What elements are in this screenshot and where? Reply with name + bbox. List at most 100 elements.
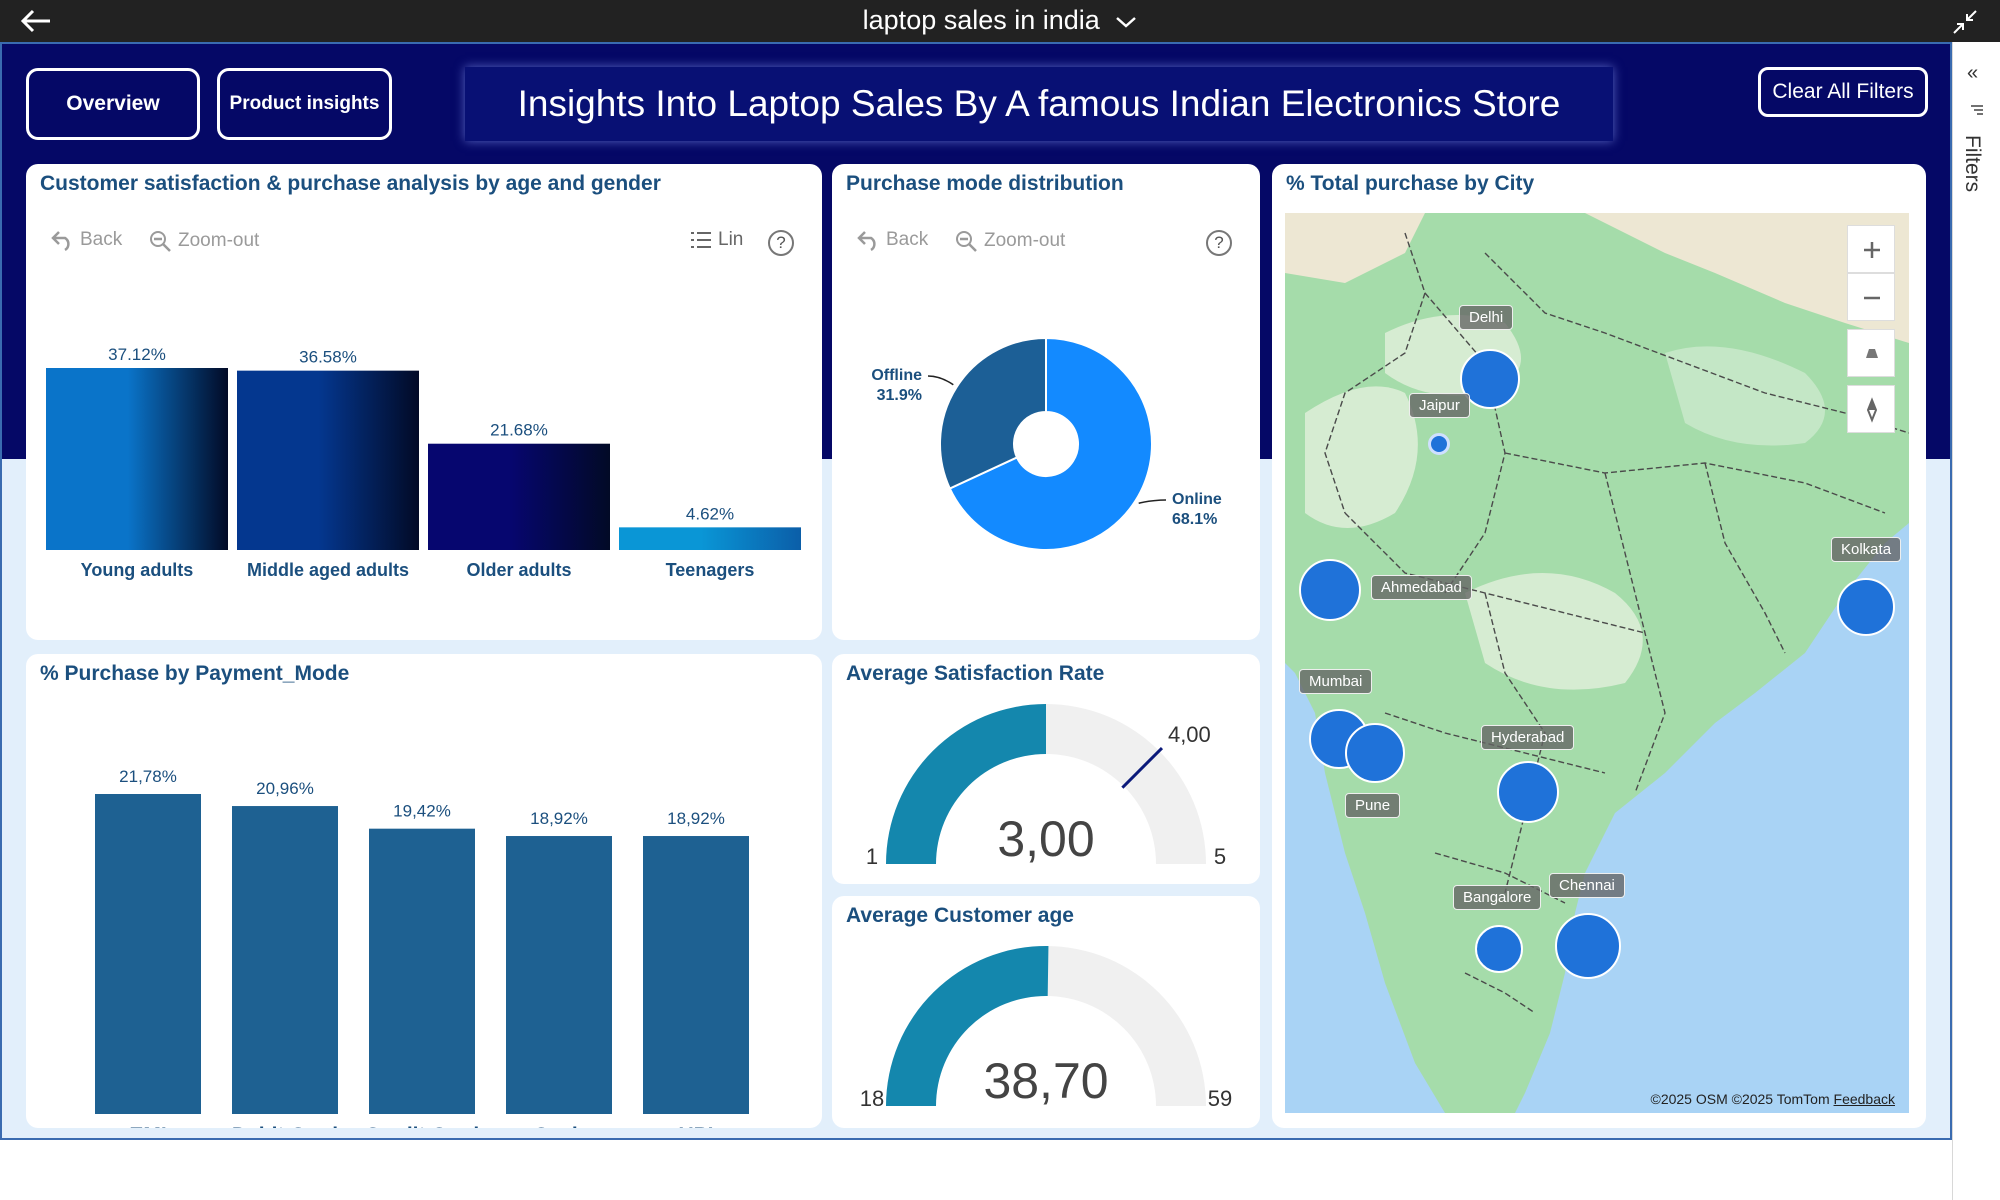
satisfaction-gauge-card: Average Satisfaction Rate 4,00 3,00 1 5	[832, 654, 1260, 884]
map-card-title: % Total purchase by City	[1286, 172, 1535, 195]
bar	[46, 368, 228, 550]
chevron-down-icon	[1116, 16, 1137, 28]
list-icon	[691, 232, 711, 248]
gauge-fill	[886, 704, 1046, 864]
zoom-out-map-button[interactable]	[1847, 273, 1895, 321]
feedback-link[interactable]: Feedback	[1833, 1091, 1895, 1107]
data-label: 20,96%	[256, 779, 314, 798]
back-button[interactable]: Back	[50, 229, 122, 251]
gauge-target-marker	[1121, 746, 1164, 789]
scale-toggle[interactable]: Lin	[690, 229, 743, 251]
city-label: Jaipur	[1409, 393, 1470, 418]
slice-value-label: 68.1%	[1172, 511, 1217, 528]
donut-slice	[948, 336, 1153, 551]
tilt-icon	[1866, 349, 1878, 358]
expand-filters-icon[interactable]: «	[1967, 62, 1979, 84]
back-arrow-icon[interactable]	[18, 6, 54, 36]
undo-arrow-icon	[857, 231, 876, 251]
bar	[643, 836, 749, 1114]
city-label: Chennai	[1549, 873, 1625, 898]
city-bubble-kolkata[interactable]	[1837, 578, 1895, 636]
data-label: 37.12%	[108, 345, 166, 364]
data-label: 19,42%	[393, 802, 451, 821]
product-insights-button[interactable]: Product insights	[217, 68, 392, 140]
banner-title: Insights Into Laptop Sales By A famous I…	[517, 83, 1561, 124]
purchase-mode-card: Purchase mode distribution Back Zoom-out…	[832, 164, 1260, 640]
data-label: 18,92%	[530, 809, 588, 828]
gauge-value: 3,00	[997, 811, 1094, 867]
attribution-text: ©2025 OSM ©2025 TomTom	[1650, 1091, 1830, 1107]
collapse-icon[interactable]	[1952, 9, 1978, 35]
zoom-out-icon	[956, 231, 977, 252]
city-map-card: % Total purchase by City	[1272, 164, 1926, 1128]
category-label: EMI	[129, 1124, 166, 1128]
zoom-out-label: Zoom-out	[984, 230, 1066, 251]
age-card-title: Customer satisfaction & purchase analysi…	[40, 172, 661, 195]
category-label: Credit Card	[365, 1124, 479, 1128]
city-bubble-chennai[interactable]	[1555, 913, 1621, 979]
customer-age-gauge-card: Average Customer age 38,70 18 59	[832, 896, 1260, 1128]
zoom-out-button[interactable]: Zoom-out	[954, 229, 1065, 253]
gauge-value: 38,70	[983, 1053, 1108, 1109]
back-label: Back	[80, 229, 123, 250]
slice-value-label: 31.9%	[877, 387, 922, 404]
zoom-out-label: Zoom-out	[178, 230, 260, 251]
compass-button[interactable]	[1847, 385, 1895, 433]
gauge-max-label: 5	[1214, 844, 1226, 869]
purchase-mode-donut-chart: Online 68.1% Offline 31.9%	[871, 336, 1222, 551]
city-label: Delhi	[1459, 305, 1514, 330]
city-label: Bangalore	[1453, 885, 1542, 910]
city-bubble-pune[interactable]	[1345, 723, 1405, 783]
report-title-text: laptop sales in india	[862, 5, 1100, 35]
gauge-min-label: 18	[860, 1086, 884, 1111]
report-title[interactable]: laptop sales in india	[0, 5, 2000, 36]
back-button[interactable]: Back	[856, 229, 928, 251]
city-bubble-delhi[interactable]	[1460, 349, 1520, 409]
slice-category-label: Offline	[871, 367, 922, 384]
age-bar-chart: 37.12% Young adults 36.58% Middle aged adul…	[46, 345, 801, 580]
category-label: Middle aged adults	[247, 560, 409, 580]
slice-category-label: Online	[1172, 491, 1222, 508]
city-label: Ahmedabad	[1371, 575, 1472, 600]
bar	[619, 527, 801, 550]
customer-age-gauge: 38,70 18 59	[860, 946, 1232, 1111]
help-icon[interactable]: ?	[1206, 230, 1232, 256]
age-purchase-card: Customer satisfaction & purchase analysi…	[26, 164, 822, 640]
gauge-target-label: 4,00	[1168, 722, 1211, 747]
overview-button[interactable]: Overview	[26, 68, 200, 140]
city-bubble-ahmedabad[interactable]	[1299, 559, 1361, 621]
india-map[interactable]: Delhi Jaipur Ahmedabad Kolkata Mumbai Pu…	[1285, 213, 1909, 1113]
back-label: Back	[886, 229, 929, 250]
bar	[428, 443, 610, 550]
map-land	[1285, 213, 1909, 1113]
bar	[506, 836, 612, 1114]
donut-slice	[939, 336, 1047, 490]
minus-icon	[1864, 296, 1880, 300]
city-label: Mumbai	[1299, 669, 1373, 694]
category-label: Debit Card	[232, 1124, 338, 1128]
city-label: Kolkata	[1831, 537, 1902, 562]
filter-icon	[1971, 105, 1983, 115]
zoom-out-button[interactable]: Zoom-out	[148, 229, 259, 253]
filters-label[interactable]: Filters	[1961, 135, 1984, 193]
data-label: 18,92%	[667, 809, 725, 828]
filters-pane: « Filters	[1952, 42, 2000, 1200]
satisfaction-gauge: 4,00 3,00 1 5	[866, 704, 1226, 869]
scale-label: Lin	[718, 229, 744, 250]
city-bubble-hyderabad[interactable]	[1497, 761, 1559, 823]
help-icon[interactable]: ?	[768, 230, 794, 256]
tilt-button[interactable]	[1847, 329, 1895, 377]
leader-line	[927, 375, 954, 386]
map-attribution: ©2025 OSM ©2025 TomTom Feedback	[1651, 1091, 1896, 1107]
category-label: Cash	[533, 1124, 584, 1128]
purchase-mode-title: Purchase mode distribution	[846, 172, 1124, 195]
gauge-max-label: 59	[1208, 1086, 1232, 1111]
city-bubble-bangalore[interactable]	[1475, 925, 1523, 973]
gauge-min-label: 1	[866, 844, 878, 869]
clear-all-filters-button[interactable]: Clear All Filters	[1758, 67, 1928, 117]
category-label: UPI	[678, 1124, 713, 1128]
zoom-out-icon	[150, 231, 171, 252]
zoom-in-button[interactable]	[1847, 225, 1895, 273]
data-label: 36.58%	[299, 348, 357, 367]
city-bubble-jaipur[interactable]	[1428, 433, 1450, 455]
